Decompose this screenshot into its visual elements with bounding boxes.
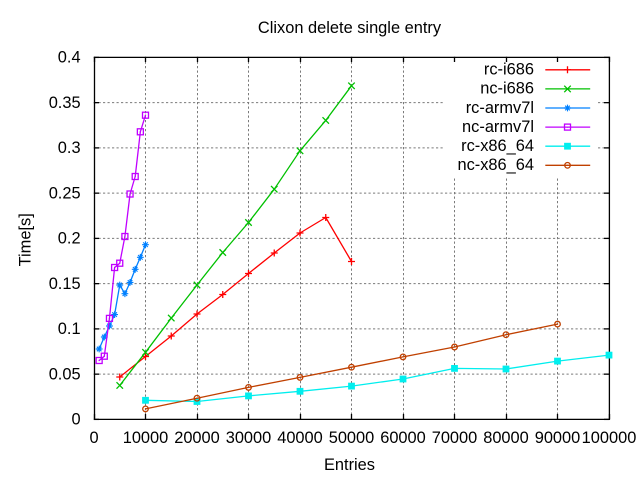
- svg-text:0: 0: [71, 411, 80, 429]
- svg-text:nc-x86_64: nc-x86_64: [457, 156, 534, 174]
- svg-text:0: 0: [89, 429, 98, 447]
- svg-text:70000: 70000: [432, 429, 478, 447]
- svg-text:90000: 90000: [535, 429, 581, 447]
- svg-text:nc-i686: nc-i686: [480, 80, 534, 98]
- svg-text:40000: 40000: [277, 429, 323, 447]
- svg-text:nc-armv7l: nc-armv7l: [462, 118, 534, 136]
- svg-text:0.4: 0.4: [58, 49, 81, 67]
- svg-text:rc-armv7l: rc-armv7l: [466, 99, 534, 117]
- svg-text:30000: 30000: [226, 429, 272, 447]
- svg-text:Time[s]: Time[s]: [17, 213, 35, 266]
- svg-text:50000: 50000: [329, 429, 375, 447]
- svg-text:0.35: 0.35: [49, 94, 81, 112]
- svg-text:rc-x86_64: rc-x86_64: [461, 137, 534, 155]
- svg-text:0.15: 0.15: [49, 275, 81, 293]
- svg-text:20000: 20000: [174, 429, 220, 447]
- svg-text:0.3: 0.3: [58, 139, 81, 157]
- svg-text:60000: 60000: [380, 429, 426, 447]
- svg-text:80000: 80000: [483, 429, 529, 447]
- svg-text:Entries: Entries: [324, 456, 375, 474]
- svg-text:0.1: 0.1: [58, 320, 81, 338]
- svg-text:Clixon delete single entry: Clixon delete single entry: [258, 19, 442, 37]
- svg-text:0.2: 0.2: [58, 230, 81, 248]
- svg-text:100000: 100000: [582, 429, 637, 447]
- svg-text:0.25: 0.25: [49, 184, 81, 202]
- svg-text:rc-i686: rc-i686: [484, 61, 534, 79]
- svg-text:0.05: 0.05: [49, 365, 81, 383]
- svg-text:10000: 10000: [123, 429, 169, 447]
